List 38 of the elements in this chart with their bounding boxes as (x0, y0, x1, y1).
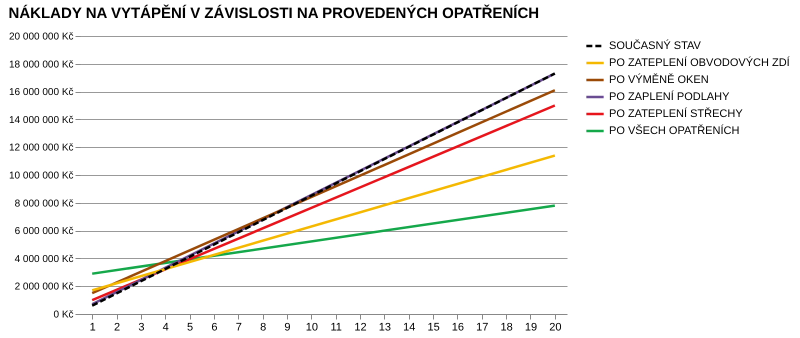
x-tick-label: 19 (524, 322, 538, 334)
legend-label: SOUČASNÝ STAV (609, 39, 702, 52)
x-tick-label: 16 (452, 322, 464, 334)
x-tick-label: 17 (476, 322, 488, 334)
x-tick-label: 15 (427, 322, 440, 334)
legend-label: PO VÝMĚNĚ OKEN (609, 73, 709, 86)
y-tick-label: 16 000 000 Kč (9, 87, 74, 98)
x-tick-label: 7 (236, 322, 242, 334)
y-tick-label: 4 000 000 Kč (14, 254, 74, 265)
x-tick-label: 10 (306, 322, 318, 334)
y-tick-label: 8 000 000 Kč (14, 198, 74, 210)
legend-label: PO ZAPLENÍ PODLAHY (609, 90, 730, 103)
x-tick-label: 11 (330, 322, 342, 334)
x-tick-label: 9 (284, 322, 291, 334)
y-tick-label: 18 000 000 Kč (9, 59, 74, 70)
legend-label: PO ZATEPLENÍ OBVODOVÝCH ZDÍ (609, 56, 791, 69)
x-tick-label: 2 (114, 322, 120, 334)
chart-title: NÁKLADY NA VYTÁPĚNÍ V ZÁVISLOSTI NA PROVEDENÝCH OPATŘENÍCH (8, 4, 540, 22)
y-tick-label: 12 000 000 Kč (9, 142, 74, 154)
y-tick-label: 0 Kč (53, 310, 74, 320)
legend-label: PO ZATEPLENÍ STŘECHY (609, 107, 744, 120)
y-tick-label: 6 000 000 Kč (14, 226, 74, 238)
y-tick-label: 14 000 000 Kč (9, 114, 74, 126)
x-tick-label: 8 (260, 322, 266, 334)
legend-label: PO VŠECH OPATŘENÍCH (609, 124, 740, 137)
x-tick-label: 1 (90, 322, 96, 334)
x-tick-label: 5 (187, 322, 194, 334)
x-tick-label: 13 (378, 322, 391, 334)
x-tick-label: 12 (354, 322, 367, 334)
x-tick-label: 3 (138, 322, 144, 334)
x-tick-label: 14 (403, 322, 416, 334)
x-tick-label: 4 (162, 322, 169, 334)
x-tick-label: 6 (211, 322, 218, 334)
y-tick-label: 20 000 000 Kč (9, 32, 74, 42)
y-tick-label: 2 000 000 Kč (14, 282, 74, 293)
y-tick-label: 10 000 000 Kč (9, 170, 74, 182)
x-tick-label: 20 (549, 322, 562, 334)
x-tick-label: 18 (500, 322, 513, 334)
